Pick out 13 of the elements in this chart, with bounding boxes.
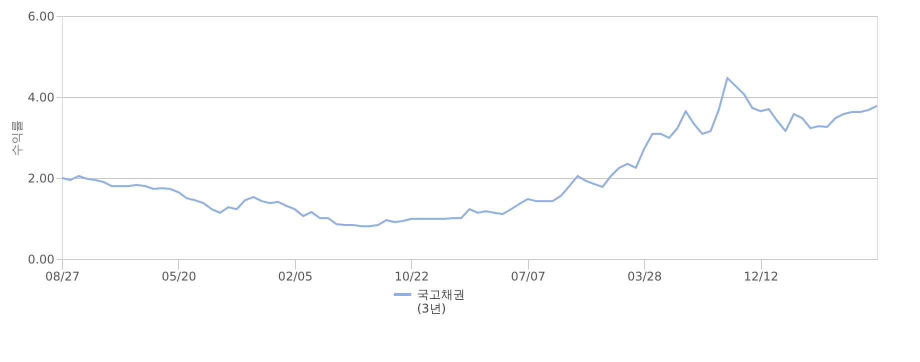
x-tick-label: 02/05 xyxy=(278,270,313,284)
x-tick-label: 03/28 xyxy=(627,270,662,284)
y-tick-label: 0.00 xyxy=(28,252,54,266)
y-axis-title: 수익률 xyxy=(10,120,24,156)
y-tick-label: 2.00 xyxy=(28,172,54,186)
y-tick-label: 4.00 xyxy=(28,90,54,104)
x-tick-label: 10/22 xyxy=(394,270,430,284)
x-tick-label: 07/07 xyxy=(510,270,546,284)
x-tick-label: 05/20 xyxy=(162,270,196,284)
y-tick-label: 6.00 xyxy=(28,10,54,24)
x-tick-label: 08/27 xyxy=(45,270,80,284)
x-tick-label: 12/12 xyxy=(744,270,778,284)
legend-label: 국고채권 (3년) xyxy=(417,288,465,316)
